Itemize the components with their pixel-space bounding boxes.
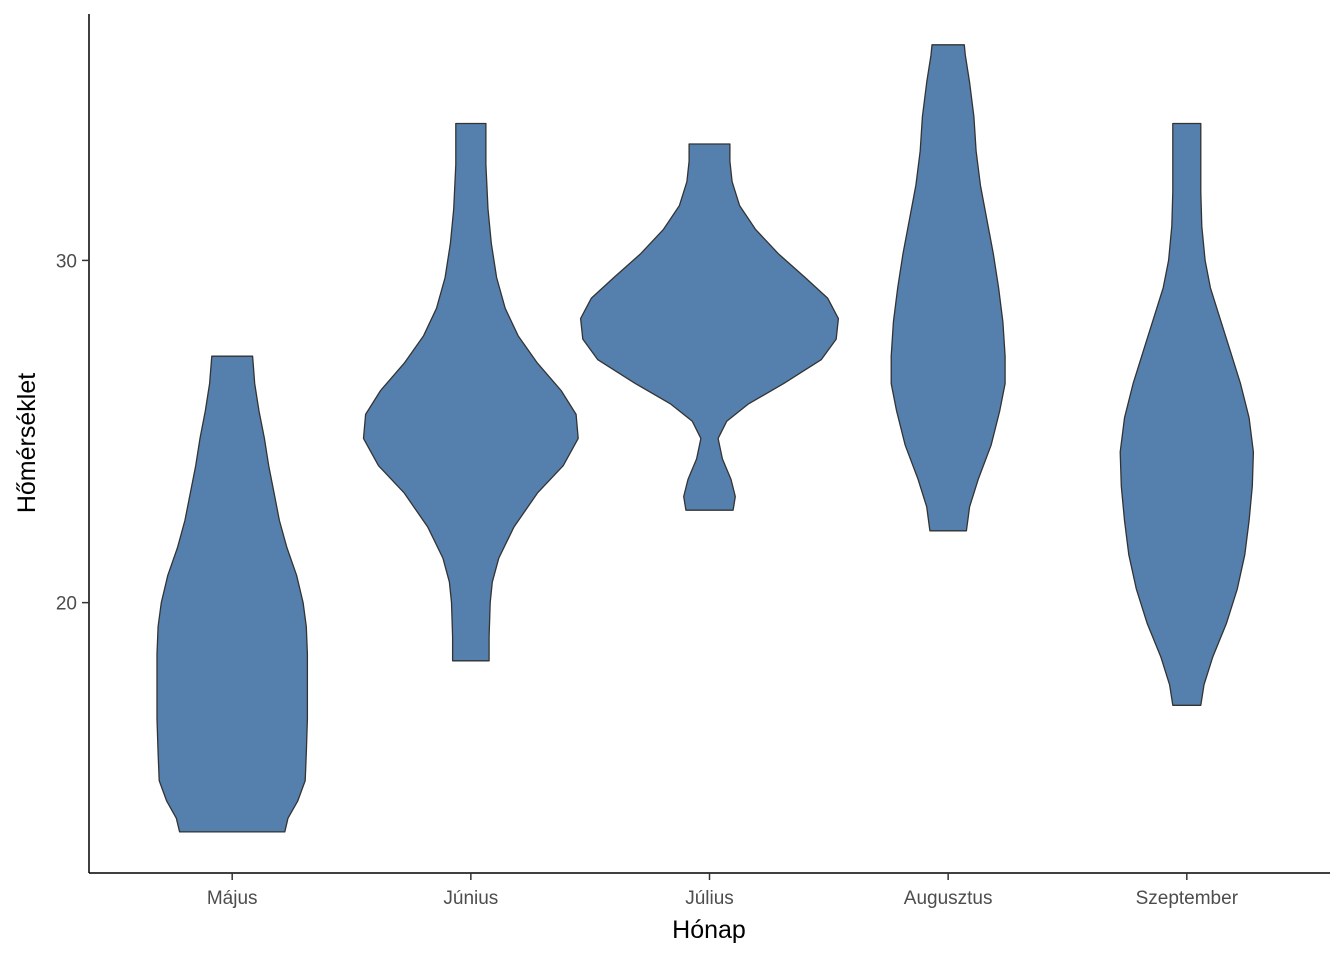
x-axis-ticks: Május Június Július Augusztus Szeptember [207,873,1239,909]
x-tick-label: Június [443,888,498,909]
violin-június [362,122,579,662]
y-tick-label: 20 [56,594,77,615]
violin-layer [156,44,1255,833]
violin-augusztus [890,44,1006,532]
y-axis-title: Hőmérséklet [13,373,41,513]
x-axis-title: Hónap [672,916,746,944]
violin-július [579,143,840,511]
violin-május [156,355,309,833]
x-tick-label: Július [685,888,734,909]
violin-szeptember [1119,122,1255,706]
y-tick-label: 30 [56,251,77,272]
x-tick-label: Augusztus [904,888,993,909]
x-tick-label: Szeptember [1136,888,1239,909]
x-tick-label: Május [207,888,258,909]
